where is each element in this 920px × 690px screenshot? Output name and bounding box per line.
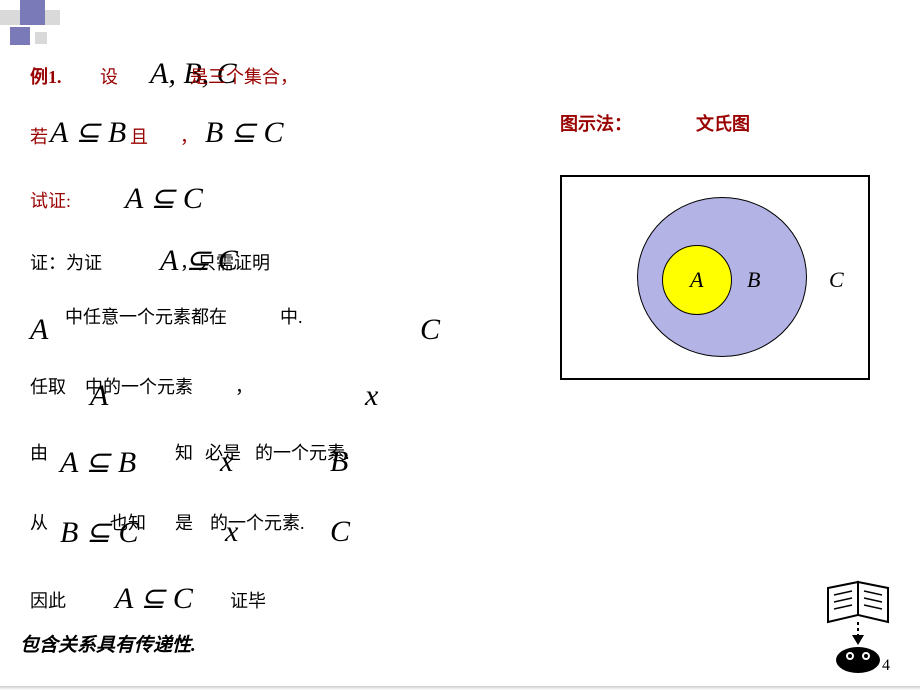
deco-square bbox=[20, 0, 45, 25]
right-labels: 图示法： 文氏图 bbox=[560, 110, 880, 136]
text: 任取 bbox=[30, 373, 66, 399]
footer-conclusion: 包含关系具有传递性. bbox=[20, 630, 196, 657]
proof-content: 例1. 设 A, B, C 是三个集合， 若 A ⊆ B 且 ， B ⊆ C 试… bbox=[30, 55, 530, 641]
text: 中. bbox=[280, 303, 303, 329]
venn-label-c: C bbox=[829, 267, 844, 293]
deco-square bbox=[35, 32, 47, 44]
bottom-shadow bbox=[0, 686, 920, 690]
line-example: 例1. 设 A, B, C 是三个集合， bbox=[30, 55, 530, 95]
line-condition: 若 A ⊆ B 且 ， B ⊆ C bbox=[30, 113, 530, 161]
text: 中的一个元素 bbox=[85, 373, 193, 399]
math-c: C bbox=[420, 313, 440, 347]
text: 知 bbox=[175, 439, 193, 465]
text: 也知 bbox=[110, 509, 146, 535]
text: ， bbox=[180, 123, 198, 149]
deco-square bbox=[10, 27, 30, 45]
text: 的一个元素. bbox=[210, 509, 305, 535]
text: 由 bbox=[30, 439, 48, 465]
line-element: A 中任意一个元素都在 中. C bbox=[30, 303, 530, 355]
math-a: A bbox=[30, 313, 48, 347]
venn-diagram: A B C bbox=[560, 175, 870, 380]
text: 中任意一个元素都在 bbox=[65, 303, 227, 329]
text: 设 bbox=[100, 63, 118, 89]
venn-label: 文氏图 bbox=[696, 114, 750, 134]
math-a-subset-c: A ⊆ C bbox=[115, 581, 193, 616]
venn-label-b: B bbox=[747, 267, 760, 293]
corner-decoration bbox=[0, 0, 90, 55]
math-x: x bbox=[365, 379, 378, 413]
text: 从 bbox=[30, 509, 48, 535]
text: 试证: bbox=[30, 187, 71, 213]
text: 因此 bbox=[30, 587, 66, 613]
math-a-subset-c: A ⊆ C bbox=[125, 181, 203, 216]
math-a-subset-b: A ⊆ B bbox=[50, 115, 126, 150]
text: ，只需证明 bbox=[180, 249, 270, 275]
line-by-asubb: 由 A ⊆ B 知 x 必是 的一个元素. B bbox=[30, 439, 530, 491]
text: 若 bbox=[30, 123, 48, 149]
text: 必是 bbox=[205, 439, 241, 465]
line-by-bsubc: 从 B ⊆ C 也知 x 是 的一个元素. C bbox=[30, 509, 530, 561]
text: 证：为证 bbox=[30, 249, 102, 275]
math-a-subset-b: A ⊆ B bbox=[60, 445, 136, 480]
text: 是 bbox=[175, 509, 193, 535]
deco-square bbox=[45, 10, 60, 25]
line-therefore: 因此 A ⊆ C 证毕 bbox=[30, 579, 530, 623]
line-proof-start: 证：为证 A ⊆ C ，只需证明 bbox=[30, 241, 530, 285]
text: 是三个集合， bbox=[190, 63, 298, 89]
text: ， bbox=[235, 373, 253, 399]
text: 证毕 bbox=[230, 587, 266, 613]
line-prove: 试证: A ⊆ C bbox=[30, 179, 530, 223]
page-number: 4 bbox=[882, 657, 890, 675]
text: 且 bbox=[130, 123, 148, 149]
math-b: B bbox=[330, 445, 348, 479]
deco-square bbox=[0, 10, 20, 25]
example-label: 例1. bbox=[30, 63, 62, 89]
math-c: C bbox=[330, 515, 350, 549]
math-b-subset-c: B ⊆ C bbox=[205, 115, 283, 150]
line-take-element: 任取 A 中的一个元素 ， x bbox=[30, 373, 530, 421]
diagram-method-label: 图示法： bbox=[560, 114, 632, 134]
venn-label-a: A bbox=[690, 267, 703, 293]
